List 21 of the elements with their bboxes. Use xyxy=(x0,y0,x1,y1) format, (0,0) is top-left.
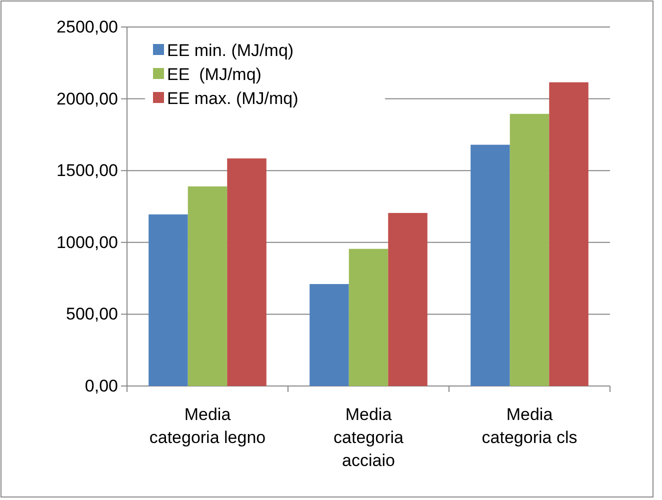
legend-label: EE min. (MJ/mq) xyxy=(167,41,294,60)
y-tick-label: 500,00 xyxy=(66,304,118,324)
bar xyxy=(388,212,428,386)
bar xyxy=(470,144,510,386)
legend-label: EE max. (MJ/mq) xyxy=(167,89,298,108)
bar xyxy=(227,158,266,386)
bar xyxy=(510,114,550,386)
bar xyxy=(148,214,188,386)
bar xyxy=(188,186,228,386)
bar xyxy=(310,284,349,386)
legend-label: EE (MJ/mq) xyxy=(167,65,262,84)
y-tick-label: 2000,00 xyxy=(56,89,118,108)
x-tick-label: Media categoria cls xyxy=(482,405,578,447)
x-tick-label: Media categoria legno xyxy=(149,405,266,447)
bar xyxy=(348,248,388,386)
x-tick-label: Media categoria acciaio xyxy=(334,405,404,470)
y-tick-label: 1000,00 xyxy=(56,232,118,252)
y-tick-label: 2500,00 xyxy=(56,17,118,36)
bar xyxy=(549,82,588,386)
y-tick-label: 1500,00 xyxy=(56,161,118,180)
y-tick-label: 0,00 xyxy=(84,376,118,396)
